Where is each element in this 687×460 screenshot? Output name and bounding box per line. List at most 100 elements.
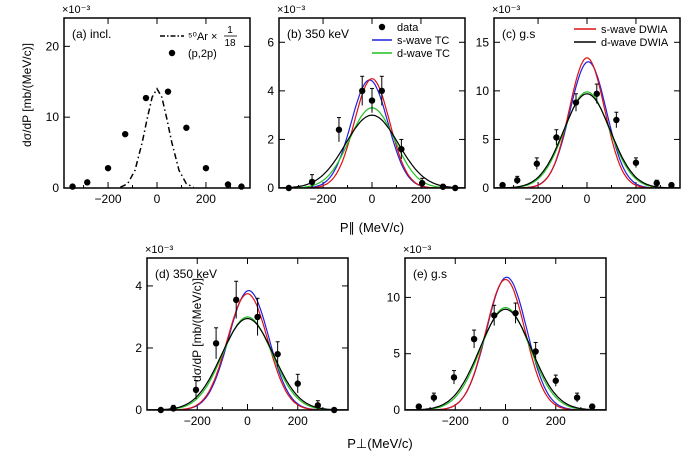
curve-blue [494,61,680,188]
data-point [314,402,322,409]
curve-black-d-wave [279,114,465,188]
data-point [439,183,447,190]
y-tick-label: 15 [476,35,490,49]
curve-green [405,306,606,410]
scale-label: ×10⁻³ [145,244,173,256]
scale-label: ×10⁻³ [62,4,90,16]
panel-frame [404,257,607,411]
curve-s-wave-dwia [494,57,680,188]
y-tick-label: 5 [393,347,400,361]
curve-d-wave-dwia [494,93,680,188]
panel-title: (b) 350 keV [287,27,349,41]
legend-label-p2p: (p,2p) [188,48,217,60]
data-point [164,88,172,95]
legend-frac-num: 1 [227,25,233,36]
panel-frame [63,17,251,189]
y-tick-label: 10 [476,84,490,98]
data-point [254,313,261,321]
x-tick-label: 0 [154,192,161,206]
x-tick-label: 0 [244,414,251,428]
data-point [553,134,560,141]
data-point [533,160,541,167]
panel-frame [278,17,466,189]
scale-label: ×10⁻³ [277,4,305,16]
x-tick-label: 200 [626,192,646,206]
data-point [430,394,438,401]
scale-label: ×10⁻³ [492,4,520,16]
y-axis-label-top: dσ/dP [mb/(MeV/c)] [20,43,34,147]
curve-green [494,91,680,188]
y-tick-label: 5 [482,132,489,146]
data-point [212,340,220,347]
curve-red [405,278,606,410]
y-axis-label-bottom: dσ/dP [mb/(MeV/c)] [190,278,204,382]
curve-blue [147,289,348,410]
data-point [238,183,245,190]
x-tick-label: −200 [525,192,552,206]
data-point [69,183,76,190]
curve-red [147,293,348,410]
data-point [415,403,423,410]
data-point [359,87,366,95]
y-tick-label: 0 [393,403,400,417]
data-point [232,296,240,304]
y-tick-label: 0 [267,181,274,195]
y-tick-label: 20 [46,39,60,53]
curve-green [147,316,348,410]
legend-label-data: data [397,22,419,34]
data-point [450,374,458,381]
legend-marker-data [378,23,386,31]
curve-black [405,308,606,410]
y-tick-label: 0 [482,181,489,195]
legend-label-s: s-wave DWIA [601,24,668,36]
data-point [532,348,539,355]
panel-title: (a) incl. [72,27,111,41]
x-tick-label: 200 [196,192,216,206]
scale-label: ×10⁻³ [403,244,431,256]
data-point [573,394,581,401]
x-tick-label: 200 [546,414,566,428]
x-tick-label: 0 [584,192,591,206]
y-tick-label: 4 [267,84,274,98]
panel-curves [405,276,606,410]
data-point [512,309,519,317]
y-tick-label: 2 [267,132,274,146]
legend-label-s: s-wave TC [397,35,449,47]
curve-blue [405,276,606,410]
x-tick-label: −200 [442,414,469,428]
data-point [668,181,675,189]
x-tick-label: 200 [288,414,308,428]
legend-label-d: d-wave TC [397,48,450,60]
data-point [104,164,112,172]
data-point [308,178,316,186]
data-point [84,179,91,186]
y-tick-label: 0 [135,403,142,417]
data-point [490,312,498,319]
y-tick-label: 10 [387,290,401,304]
data-point [202,164,210,172]
data-point [418,179,426,187]
legend-marker-p2p [168,49,176,57]
data-point [294,380,301,387]
panel-curves [119,87,195,188]
x-tick-label: −200 [184,414,211,428]
data-point [378,87,385,95]
data-point [470,335,478,343]
panel-title: (d) 350 keV [155,267,217,281]
legend-label-ar: ⁵⁰Ar × [188,31,217,43]
legend-label-d: d-wave DWIA [601,37,669,49]
x-axis-label-top: P∥ (MeV/c) [340,220,404,235]
curve-d-wave-tc [279,107,465,188]
panel-curves [147,289,348,410]
data-point [121,130,129,138]
x-axis-label-bottom: P⊥(MeV/c) [347,436,413,451]
data-point [593,90,600,97]
data-point [653,179,660,187]
data-point [514,177,521,184]
panel-title: (e) g.s [413,267,447,281]
data-point [632,159,640,166]
curve-black [147,317,348,410]
